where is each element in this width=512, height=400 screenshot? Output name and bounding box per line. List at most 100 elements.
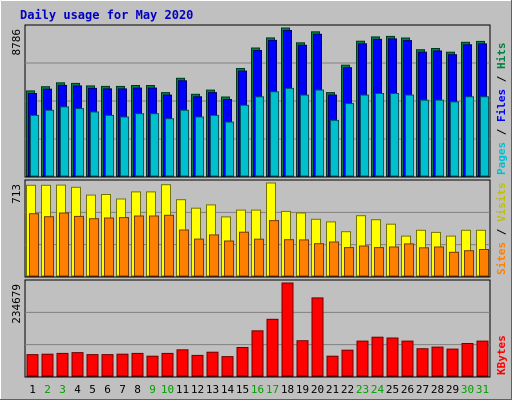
bar-sites xyxy=(359,245,369,277)
bar-pages xyxy=(165,118,174,177)
x-tick-label: 23 xyxy=(356,383,369,396)
bar-kbytes xyxy=(56,352,69,377)
x-tick-label: 13 xyxy=(206,383,219,396)
x-tick-label: 19 xyxy=(296,383,309,396)
x-tick-label: 21 xyxy=(326,383,339,396)
x-tick-label: 29 xyxy=(446,383,459,396)
bar-pages xyxy=(390,93,399,177)
bar-pages xyxy=(105,114,114,177)
bar-sites xyxy=(479,249,489,277)
bar-kbytes xyxy=(71,352,84,377)
bar-kbytes xyxy=(146,355,159,377)
bar-kbytes xyxy=(41,353,54,377)
bar-kbytes xyxy=(461,343,474,377)
bar-kbytes xyxy=(431,346,444,377)
legend-kbytes: KBytes xyxy=(495,335,508,375)
bar-kbytes xyxy=(26,354,39,377)
bar-pages xyxy=(60,106,69,177)
bar-pages xyxy=(45,109,54,177)
bar-kbytes xyxy=(101,354,114,377)
x-tick-label: 1 xyxy=(29,383,36,396)
x-tick-label: 24 xyxy=(371,383,385,396)
x-tick-label: 18 xyxy=(281,383,294,396)
bar-kbytes xyxy=(86,354,99,377)
x-tick-label: 15 xyxy=(236,383,249,396)
bar-kbytes xyxy=(116,353,129,377)
series-kbytes xyxy=(26,282,489,377)
bar-kbytes xyxy=(326,355,339,377)
bar-kbytes xyxy=(131,352,144,377)
panel-top: 8786 Pages / Files / Hits xyxy=(10,24,508,178)
bar-kbytes xyxy=(281,282,294,377)
panel-legend: KBytes xyxy=(495,335,508,375)
x-tick-label: 4 xyxy=(74,383,81,396)
bar-pages xyxy=(225,121,234,177)
bar-kbytes xyxy=(386,337,399,377)
bar-sites xyxy=(194,238,204,277)
bar-kbytes xyxy=(161,352,174,377)
bar-sites xyxy=(89,218,99,277)
bar-sites xyxy=(239,231,249,277)
bar-pages xyxy=(150,113,159,177)
x-tick-label: 26 xyxy=(401,383,414,396)
bar-kbytes xyxy=(311,297,324,377)
bar-sites xyxy=(119,217,129,277)
bar-sites xyxy=(149,215,159,277)
bar-sites xyxy=(464,250,474,277)
x-tick-label: 28 xyxy=(431,383,444,396)
bar-sites xyxy=(419,247,429,277)
bar-pages xyxy=(420,99,429,177)
bar-pages xyxy=(480,96,489,177)
bar-pages xyxy=(300,94,309,177)
bar-pages xyxy=(405,94,414,177)
x-tick-label: 25 xyxy=(386,383,399,396)
bar-sites xyxy=(344,247,354,277)
x-tick-label: 31 xyxy=(476,383,489,396)
bar-pages xyxy=(240,104,249,177)
bar-pages xyxy=(90,111,99,177)
legend-separator: / xyxy=(495,69,508,89)
panel-legend: Sites / Visits xyxy=(495,182,508,275)
bar-sites xyxy=(44,216,54,277)
panel-bottom: 234679 KBytes xyxy=(10,279,508,378)
bar-sites xyxy=(449,251,459,277)
bar-pages xyxy=(435,99,444,177)
legend-pages: Pages xyxy=(495,142,508,175)
bar-kbytes xyxy=(206,351,219,377)
bar-pages xyxy=(135,113,144,177)
x-tick-label: 12 xyxy=(191,383,204,396)
bar-sites xyxy=(254,238,264,277)
legend-separator: / xyxy=(495,122,508,142)
legend-hits: Hits xyxy=(495,43,508,70)
bar-pages xyxy=(270,91,279,177)
x-tick-label: 11 xyxy=(176,383,189,396)
bar-sites xyxy=(29,213,39,277)
x-tick-label: 20 xyxy=(311,383,324,396)
bar-sites xyxy=(299,239,309,277)
panel-max-label: 713 xyxy=(10,184,23,204)
x-tick-label: 9 xyxy=(149,383,156,396)
x-tick-label: 10 xyxy=(161,383,174,396)
x-tick-label: 27 xyxy=(416,383,429,396)
bar-pages xyxy=(465,96,474,177)
bar-sites xyxy=(434,246,444,277)
chart-panels: 8786 Pages / Files / Hits 713 Sites / Visit… xyxy=(10,24,508,378)
bar-kbytes xyxy=(356,340,369,377)
series-sites xyxy=(29,212,489,277)
x-tick-label: 5 xyxy=(89,383,96,396)
bar-pages xyxy=(255,96,264,177)
bar-pages xyxy=(75,108,84,177)
bar-kbytes xyxy=(191,354,204,377)
bar-pages xyxy=(315,89,324,177)
bar-kbytes xyxy=(251,330,264,377)
x-tick-label: 3 xyxy=(59,383,66,396)
legend-separator: / xyxy=(495,222,508,242)
bar-kbytes xyxy=(446,348,459,377)
bar-kbytes xyxy=(341,349,354,377)
bar-sites xyxy=(269,220,279,277)
bar-kbytes xyxy=(296,340,309,377)
x-tick-label: 8 xyxy=(134,383,141,396)
bar-sites xyxy=(209,234,219,277)
bar-sites xyxy=(224,240,234,277)
